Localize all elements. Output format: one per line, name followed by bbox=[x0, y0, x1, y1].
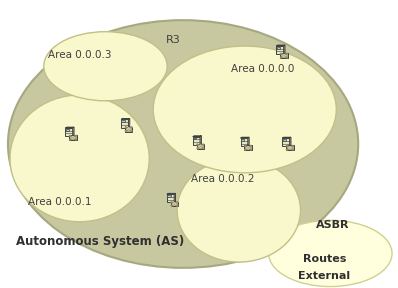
FancyBboxPatch shape bbox=[193, 138, 196, 139]
Polygon shape bbox=[65, 127, 74, 128]
FancyBboxPatch shape bbox=[277, 47, 280, 48]
Polygon shape bbox=[171, 202, 178, 206]
Text: Area 0.0.0.2: Area 0.0.0.2 bbox=[191, 174, 255, 183]
Polygon shape bbox=[240, 138, 248, 146]
Text: Area 0.0.0.3: Area 0.0.0.3 bbox=[48, 50, 111, 60]
Text: Area 0.0.0.0: Area 0.0.0.0 bbox=[231, 64, 294, 74]
Polygon shape bbox=[200, 136, 201, 145]
Polygon shape bbox=[193, 137, 200, 145]
Ellipse shape bbox=[10, 95, 149, 222]
Polygon shape bbox=[244, 145, 252, 150]
FancyBboxPatch shape bbox=[167, 195, 170, 197]
Ellipse shape bbox=[153, 46, 336, 173]
Ellipse shape bbox=[44, 32, 167, 101]
Polygon shape bbox=[65, 128, 73, 136]
Ellipse shape bbox=[8, 20, 358, 268]
Polygon shape bbox=[69, 135, 77, 140]
Polygon shape bbox=[290, 137, 291, 146]
Polygon shape bbox=[73, 127, 74, 136]
Ellipse shape bbox=[269, 220, 392, 287]
Polygon shape bbox=[282, 138, 290, 146]
Polygon shape bbox=[276, 45, 285, 46]
Polygon shape bbox=[125, 127, 133, 132]
Polygon shape bbox=[174, 194, 176, 202]
Polygon shape bbox=[129, 119, 130, 128]
Polygon shape bbox=[193, 136, 201, 137]
Polygon shape bbox=[197, 144, 204, 149]
Polygon shape bbox=[167, 194, 174, 202]
FancyBboxPatch shape bbox=[66, 129, 69, 130]
Polygon shape bbox=[240, 137, 249, 138]
Polygon shape bbox=[121, 119, 129, 128]
Text: Routes: Routes bbox=[303, 254, 346, 264]
Text: Area 0.0.0.1: Area 0.0.0.1 bbox=[28, 197, 92, 206]
Ellipse shape bbox=[177, 158, 300, 262]
Text: Autonomous System (AS): Autonomous System (AS) bbox=[16, 235, 184, 249]
Polygon shape bbox=[248, 137, 249, 146]
Text: R3: R3 bbox=[166, 35, 181, 45]
Polygon shape bbox=[282, 137, 291, 138]
Text: External: External bbox=[298, 272, 350, 281]
FancyBboxPatch shape bbox=[283, 139, 286, 141]
Polygon shape bbox=[284, 45, 285, 54]
Text: ASBR: ASBR bbox=[316, 220, 350, 230]
Polygon shape bbox=[280, 53, 288, 58]
FancyBboxPatch shape bbox=[241, 139, 244, 141]
Polygon shape bbox=[276, 46, 284, 54]
Polygon shape bbox=[286, 145, 294, 150]
FancyBboxPatch shape bbox=[121, 120, 125, 122]
